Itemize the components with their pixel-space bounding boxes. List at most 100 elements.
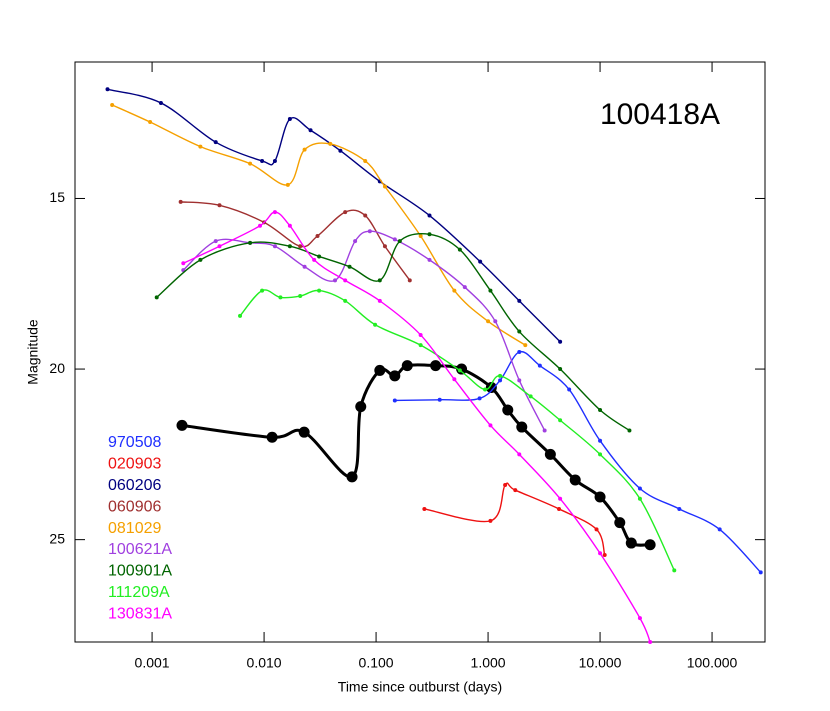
data-point [493, 319, 498, 324]
data-point [594, 491, 606, 503]
data-point [328, 141, 333, 146]
y-tick-label: 20 [49, 360, 65, 376]
x-tick-label: 0.010 [247, 655, 282, 671]
data-point [298, 294, 303, 299]
series-line [424, 482, 606, 556]
legend-entry: 130831A [108, 605, 172, 622]
data-point [308, 128, 313, 133]
data-point [594, 527, 599, 532]
data-point [302, 264, 307, 269]
data-point [517, 350, 522, 354]
data-point [248, 161, 253, 166]
data-point [272, 244, 277, 249]
data-point [355, 401, 367, 413]
data-point [758, 570, 763, 575]
data-point [483, 387, 488, 392]
data-point [427, 213, 432, 218]
data-point [272, 210, 277, 215]
data-point [557, 506, 562, 511]
data-point [266, 431, 278, 443]
data-point [272, 158, 277, 163]
data-point [517, 378, 522, 383]
legend-entry: 020903 [108, 456, 161, 473]
data-point [248, 240, 253, 245]
data-point [457, 247, 462, 252]
data-point [558, 339, 563, 344]
data-point [401, 360, 413, 372]
data-point [637, 496, 642, 501]
x-tick-label: 0.001 [135, 655, 170, 671]
data-point [260, 158, 265, 163]
data-point [353, 239, 358, 244]
data-point [302, 147, 307, 152]
data-point [148, 120, 153, 125]
data-point [544, 448, 556, 460]
y-tick-label: 15 [49, 189, 65, 205]
data-point [418, 343, 423, 348]
data-point [377, 278, 382, 283]
data-point [287, 116, 292, 121]
data-point [558, 367, 563, 372]
data-point [498, 378, 503, 383]
y-tick-label: 25 [49, 530, 65, 546]
data-point [517, 329, 522, 334]
legend-entry: 100621A [108, 541, 172, 558]
x-tick-label: 1.000 [471, 655, 506, 671]
data-point [198, 257, 203, 262]
data-point [343, 210, 348, 215]
data-point [542, 428, 547, 433]
chart-annotation: 100418A [600, 98, 720, 131]
data-point [528, 394, 533, 399]
data-point [377, 298, 382, 303]
data-point [486, 319, 491, 324]
data-point [430, 360, 442, 372]
data-point [452, 288, 457, 293]
data-point [338, 148, 343, 153]
data-point [154, 295, 159, 300]
data-point [298, 244, 303, 249]
data-point [346, 471, 358, 483]
y-axis-label: Magnitude [25, 319, 41, 385]
data-point [517, 452, 522, 457]
data-point [343, 278, 348, 283]
data-point [717, 527, 722, 532]
data-point [513, 488, 518, 493]
data-point [397, 239, 402, 244]
data-point [452, 377, 457, 382]
data-point [389, 370, 401, 382]
data-point [287, 223, 292, 228]
legend-entry: 060906 [108, 498, 161, 515]
data-point [558, 418, 563, 423]
data-point [315, 234, 320, 238]
data-point [363, 213, 368, 218]
data-point [422, 506, 427, 511]
data-point [374, 364, 386, 376]
data-point [502, 404, 514, 416]
data-point [485, 381, 497, 393]
data-point [217, 244, 222, 249]
series-line [107, 88, 561, 343]
series-line [239, 289, 675, 571]
data-point [517, 298, 522, 303]
series-line [394, 350, 762, 573]
data-point [648, 640, 653, 644]
data-point [523, 343, 528, 348]
data-point [178, 199, 183, 204]
data-point [407, 278, 412, 283]
data-point [287, 244, 292, 249]
data-point [258, 223, 263, 228]
series-line [183, 211, 651, 643]
data-point [176, 419, 188, 431]
data-point [677, 506, 682, 511]
data-point [198, 144, 203, 149]
data-point [418, 332, 423, 337]
data-point [488, 518, 493, 523]
legend-entry: 970508 [108, 434, 161, 451]
data-point [503, 483, 508, 488]
data-point [569, 474, 581, 486]
data-point [312, 257, 317, 262]
data-point [298, 426, 310, 438]
data-point [478, 259, 483, 264]
data-point [333, 278, 338, 283]
